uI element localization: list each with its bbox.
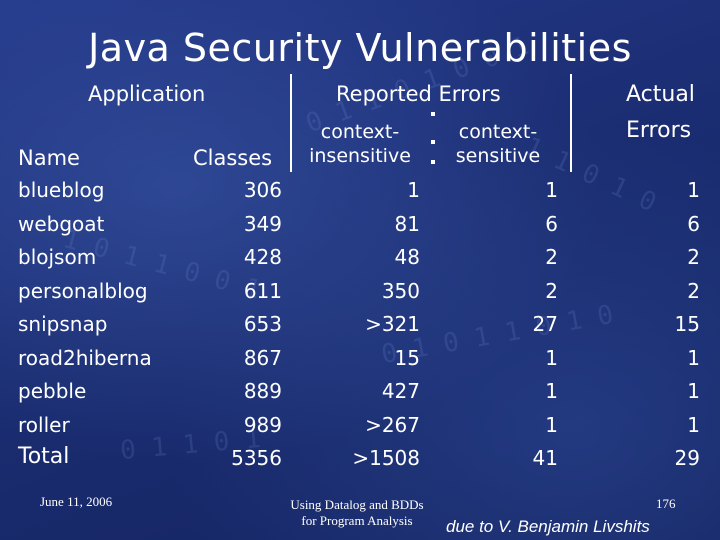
row-actual-errors: 1: [687, 412, 700, 437]
column-divider: [570, 74, 572, 172]
column-divider: [290, 74, 292, 172]
row-actual-errors: 1: [687, 345, 700, 370]
row-actual-errors: 2: [687, 245, 700, 269]
row-classes: 611: [243, 278, 282, 303]
column-divider-dot: [431, 112, 435, 116]
credit-note: due to V. Benjamin Livshits: [446, 517, 650, 536]
table-row: blojsom 428 48 2 2: [0, 245, 720, 275]
total-label: Total: [18, 444, 70, 469]
row-name: pebble: [18, 379, 87, 403]
row-context-insensitive: 1: [407, 178, 420, 202]
total-classes: 5356: [231, 446, 282, 470]
column-divider-dot: [431, 140, 435, 144]
page-number: 176: [656, 496, 676, 511]
row-context-sensitive: 6: [545, 211, 558, 236]
row-name: road2hiberna: [18, 345, 152, 370]
row-actual-errors: 6: [687, 211, 700, 236]
row-context-insensitive: 81: [394, 211, 420, 236]
row-context-insensitive: >321: [365, 312, 420, 336]
slide-title: Java Security Vulnerabilities: [88, 26, 632, 70]
row-name: personalblog: [18, 278, 148, 303]
total-insensitive: >1508: [352, 446, 420, 470]
total-sensitive: 41: [532, 446, 558, 470]
column-header-context-insensitive: context- insensitive: [309, 121, 411, 167]
row-name: blueblog: [18, 178, 105, 202]
row-context-sensitive: 27: [532, 312, 558, 336]
row-context-sensitive: 1: [545, 412, 558, 437]
row-classes: 989: [243, 412, 282, 437]
row-name: snipsnap: [18, 312, 108, 336]
table-row: snipsnap 653 >321 27 15: [0, 312, 720, 342]
row-context-sensitive: 1: [545, 379, 558, 403]
footer-talk-title: Using Datalog and BDDs for Program Analy…: [290, 497, 424, 528]
column-divider-dot: [431, 160, 435, 164]
row-classes: 653: [243, 312, 282, 336]
row-name: blojsom: [18, 245, 97, 269]
row-context-sensitive: 1: [545, 178, 558, 202]
row-name: roller: [18, 412, 70, 437]
column-header-name: Name: [18, 146, 80, 170]
row-context-sensitive: 1: [545, 345, 558, 370]
actual-errors-header-line1: Actual: [626, 82, 695, 107]
row-context-sensitive: 2: [545, 278, 558, 303]
column-header-classes: Classes: [193, 146, 273, 170]
row-context-insensitive: 427: [381, 379, 420, 403]
footer-date: June 11, 2006: [40, 494, 113, 509]
row-actual-errors: 15: [674, 312, 700, 336]
row-classes: 306: [243, 178, 282, 202]
table-row: road2hiberna 867 15 1 1: [0, 346, 720, 376]
table-row: webgoat 349 81 6 6: [0, 212, 720, 242]
row-actual-errors: 1: [687, 178, 700, 202]
actual-errors-header-line2: Errors: [626, 118, 692, 143]
column-header-context-sensitive: context- sensitive: [455, 121, 541, 167]
row-actual-errors: 1: [687, 379, 700, 403]
row-context-sensitive: 2: [545, 245, 558, 269]
application-header: Application: [88, 82, 206, 106]
table-row: blueblog 306 1 1 1: [0, 178, 720, 208]
total-row: Total 5356 >1508 41 29: [0, 444, 720, 476]
row-classes: 867: [243, 345, 282, 370]
row-classes: 428: [243, 245, 282, 269]
row-context-insensitive: 350: [381, 278, 420, 303]
row-classes: 349: [243, 211, 282, 236]
row-context-insensitive: 48: [394, 245, 420, 269]
table-row: pebble 889 427 1 1: [0, 379, 720, 409]
row-context-insensitive: >267: [365, 412, 420, 437]
row-classes: 889: [243, 379, 282, 403]
reported-errors-header: Reported Errors: [336, 82, 501, 106]
row-actual-errors: 2: [687, 278, 700, 303]
row-name: webgoat: [18, 211, 105, 236]
total-actual: 29: [674, 446, 700, 470]
table-row: roller 989 >267 1 1: [0, 413, 720, 443]
table-row: personalblog 611 350 2 2: [0, 279, 720, 309]
row-context-insensitive: 15: [394, 345, 420, 370]
